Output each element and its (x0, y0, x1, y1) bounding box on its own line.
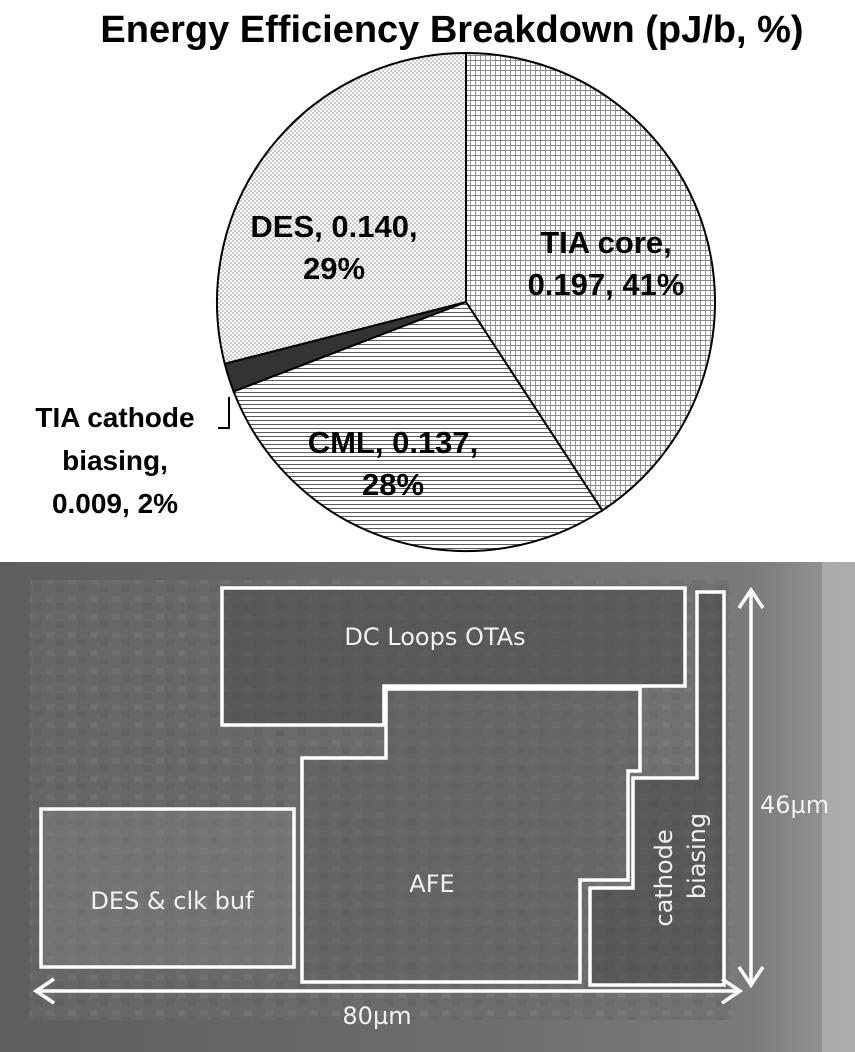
slice-des-label-line: DES, 0.140, (250, 209, 417, 244)
slice-des-label-line: 29% (303, 251, 365, 286)
die-right-strip (822, 562, 855, 1052)
width-arrow-left (32, 977, 55, 1005)
width-arrow-right (721, 977, 744, 1005)
slice-tia-cathode-biasing-label: TIA cathode biasing, 0.009, 2% (35, 402, 194, 519)
tia-cathode-leader-line (218, 397, 230, 429)
slice-cml-label-line: 28% (362, 467, 424, 502)
afe-label: AFE (409, 870, 454, 898)
slice-tia-cathode-biasing-label-line: biasing, (62, 445, 168, 476)
des-clk-buf-outline (39, 807, 296, 969)
chart-title: Energy Efficiency Breakdown (pJ/b, %) (100, 9, 803, 51)
dc-loops-otas-label: DC Loops OTAs (344, 623, 525, 651)
die-photo: DC Loops OTAs AFE cathode biasing DES & … (0, 562, 855, 1052)
width-dimension-label: 80µm (342, 1002, 411, 1030)
slice-tia-cathode-biasing-label-line: 0.009, 2% (52, 488, 178, 519)
slice-des-label: DES, 0.140, 29% (250, 209, 417, 286)
slice-tia-core-label-line: 0.197, 41% (528, 267, 685, 302)
slice-cml-label-line: CML, 0.137, (308, 425, 479, 460)
cathode-biasing-outline (588, 590, 726, 987)
slice-tia-cathode-biasing-label-line: TIA cathode (35, 402, 194, 433)
slice-cml (232, 300, 604, 552)
slice-cml-label: CML, 0.137, 28% (308, 425, 479, 502)
height-dimension-label: 46µm (760, 791, 829, 819)
afe-outline (300, 687, 642, 984)
height-arrow-top (737, 586, 765, 609)
slice-tia-core-label-line: TIA core, (540, 225, 672, 260)
biasing-label: biasing (683, 813, 711, 899)
cathode-label: cathode (650, 829, 678, 926)
slice-tia-core-label: TIA core, 0.197, 41% (528, 225, 685, 302)
dc-loops-otas-outline (220, 586, 687, 727)
height-arrow-bottom (737, 966, 765, 989)
slice-des (216, 51, 467, 365)
pie-chart: TIA core, 0.197, 41% CML, 0.137, 28% TIA cat… (35, 51, 717, 552)
des-clk-buf-label: DES & clk buf (90, 887, 254, 915)
